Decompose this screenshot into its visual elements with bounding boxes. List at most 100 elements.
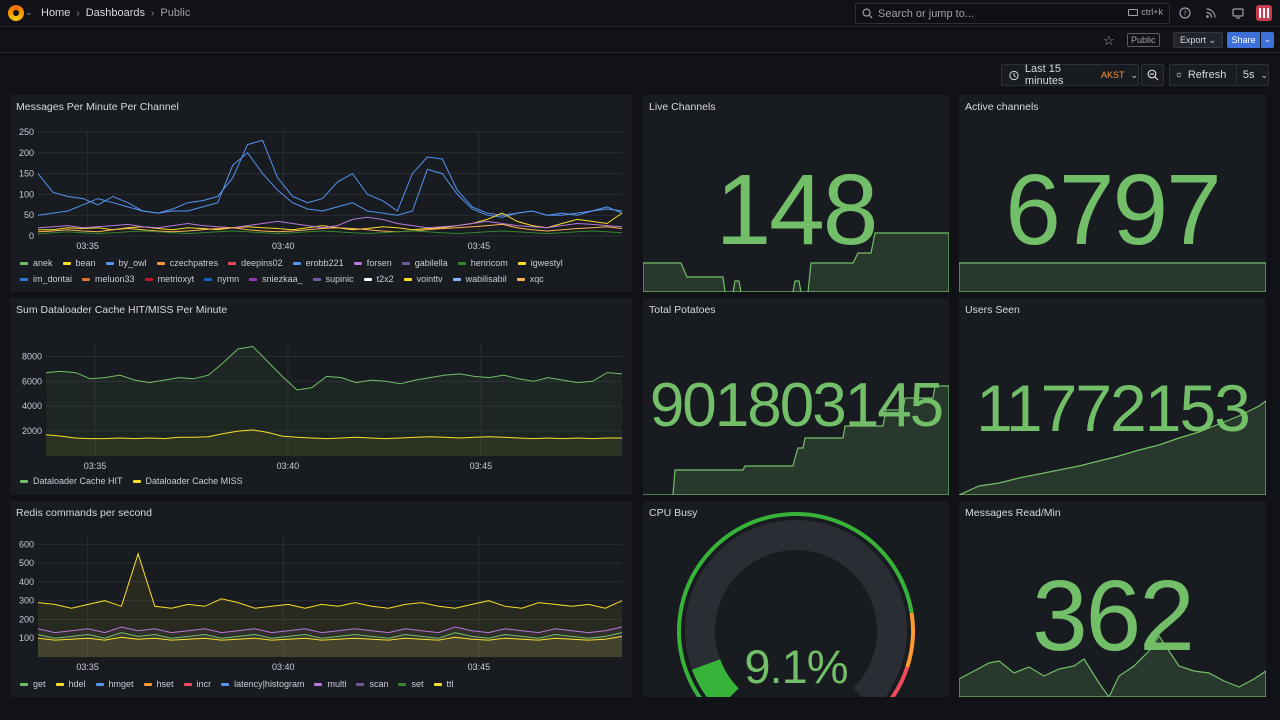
legend-swatch — [20, 277, 28, 281]
x-tick-label: 03:35 — [76, 662, 99, 672]
legend-item[interactable]: im_dontai — [20, 273, 72, 285]
refresh-button[interactable]: Refresh 5s ⌄ — [1169, 64, 1269, 86]
x-tick-label: 03:40 — [272, 241, 295, 251]
grafana-logo-icon[interactable] — [8, 5, 24, 21]
stat-value: 901803145 — [649, 371, 944, 440]
legend-item[interactable]: hmget — [95, 678, 134, 690]
legend-item[interactable]: bean — [62, 257, 96, 269]
series-line-ttl — [37, 552, 623, 609]
panel-title: Messages Read/Min — [965, 507, 1061, 519]
legend-label: set — [411, 679, 424, 689]
x-tick-label: 03:45 — [470, 461, 493, 471]
legend-item[interactable]: Dataloader Cache MISS — [132, 475, 243, 487]
legend-item[interactable]: metrioxyt — [144, 273, 195, 285]
chevron-down-icon[interactable]: ⌄ — [25, 7, 33, 17]
legend-item[interactable]: supinic — [312, 273, 354, 285]
legend-item[interactable]: gabilella — [401, 257, 448, 269]
legend-label: t2x2 — [376, 274, 394, 284]
legend-item[interactable]: forsen — [353, 257, 392, 269]
legend-label: im_dontai — [33, 274, 73, 284]
sparkline — [643, 385, 949, 495]
dashboard-toolbar: ☆ Public Export ⌄ Share ⌄ — [0, 27, 1280, 53]
series-line-multi — [37, 626, 623, 634]
legend-item[interactable]: vointtv — [403, 273, 443, 285]
legend-item[interactable]: latency|histogram — [221, 678, 304, 690]
legend-label: xqc — [529, 274, 544, 284]
breadcrumb-home[interactable]: Home — [41, 7, 71, 19]
export-button[interactable]: Export ⌄ — [1173, 32, 1224, 48]
legend-item[interactable]: erobb221 — [292, 257, 344, 269]
legend-label: henricom — [470, 258, 508, 268]
chevron-down-icon: ⌄ — [1208, 35, 1217, 45]
y-tick-label: 2000 — [22, 426, 42, 436]
legend-label: metrioxyt — [157, 274, 195, 284]
panel-messages-read: Messages Read/Min 362 — [959, 501, 1266, 697]
sparkline — [959, 634, 1266, 697]
share-button[interactable]: Share — [1227, 32, 1260, 48]
panel-title: Total Potatoes — [649, 304, 716, 316]
legend-item[interactable]: by_owl — [105, 257, 147, 269]
breadcrumb-dashboards[interactable]: Dashboards — [85, 7, 146, 19]
legend-item[interactable]: hdel — [55, 678, 86, 690]
panel-live-channels: Live Channels 148 — [643, 95, 949, 292]
legend-item[interactable]: xqc — [516, 273, 544, 285]
legend-item[interactable]: scan — [356, 678, 388, 690]
x-tick-label: 03:45 — [468, 241, 491, 251]
stat-value: 11772153 — [976, 371, 1251, 445]
legend-item[interactable]: meluon33 — [82, 273, 135, 285]
legend-swatch — [105, 261, 114, 265]
legend-label: get — [33, 679, 46, 689]
legend-label: scan — [369, 679, 389, 689]
legend-label: anek — [33, 258, 53, 268]
search-input[interactable] — [878, 7, 1118, 20]
help-icon[interactable]: ? — [1178, 7, 1191, 20]
star-icon[interactable]: ☆ — [1103, 33, 1115, 48]
series-line-henricom — [37, 230, 623, 235]
y-tick-label: 300 — [19, 596, 34, 606]
panel-title: Messages Per Minute Per Channel — [16, 101, 179, 113]
legend-item[interactable]: henricom — [457, 257, 508, 269]
legend-item[interactable]: czechpatres — [156, 257, 219, 269]
x-tick-label: 03:40 — [277, 461, 300, 471]
gauge-value: 9.1% — [744, 640, 848, 693]
legend-item[interactable]: set — [398, 678, 424, 690]
legend-item[interactable]: wabilisabil — [452, 273, 507, 285]
series-line-dataloader-cache-miss — [45, 429, 622, 440]
legend-label: czechpatres — [169, 258, 219, 268]
legend-label: forsen — [366, 258, 392, 268]
redis-area-chart: 100 200 300 400 500 600 03:35 03:40 03:45 — [19, 535, 623, 672]
panel-active-channels: Active channels 6797 — [959, 95, 1266, 292]
legend-item[interactable]: deepins02 — [228, 257, 283, 269]
legend-label: meluon33 — [95, 274, 135, 284]
time-range-picker[interactable]: Last 15 minutes AKST ⌄ — [1001, 63, 1139, 87]
legend-swatch — [204, 277, 213, 281]
legend-item[interactable]: t2x2 — [363, 273, 394, 285]
panel-title: Users Seen — [965, 304, 1020, 316]
legend-swatch — [312, 277, 321, 281]
zoom-out-button[interactable] — [1141, 64, 1164, 86]
legend-item[interactable]: sniezkaa_ — [249, 273, 303, 285]
legend-swatch — [156, 261, 165, 265]
legend-label: hdel — [68, 679, 86, 689]
rss-news-icon[interactable] — [1204, 7, 1217, 20]
legend-item[interactable]: get — [20, 678, 46, 690]
legend-item[interactable]: Dataloader Cache HIT — [20, 475, 123, 487]
legend-item[interactable]: incr — [183, 678, 211, 690]
kiosk-monitor-icon[interactable] — [1231, 7, 1244, 20]
refresh-interval-select[interactable]: 5s — [1242, 69, 1255, 81]
legend-label: wabilisabil — [465, 274, 507, 284]
legend-item[interactable]: anek — [20, 257, 53, 269]
legend-swatch — [517, 261, 526, 265]
legend-item[interactable]: multi — [314, 678, 346, 690]
search-box[interactable]: ctrl+k — [855, 3, 1170, 24]
panel-cpu-busy: CPU Busy 9.1% — [643, 501, 949, 697]
legend-item[interactable]: ttl — [433, 678, 454, 690]
timezone-badge: AKST — [1100, 70, 1125, 80]
legend-item[interactable]: nymn — [204, 273, 239, 285]
share-dropdown-icon[interactable]: ⌄ — [1261, 32, 1274, 48]
legend-swatch — [221, 682, 230, 686]
user-avatar[interactable] — [1256, 5, 1272, 21]
y-tick-label: 600 — [19, 539, 34, 549]
legend-item[interactable]: hset — [143, 678, 174, 690]
legend-item[interactable]: igwestyl — [517, 257, 563, 269]
